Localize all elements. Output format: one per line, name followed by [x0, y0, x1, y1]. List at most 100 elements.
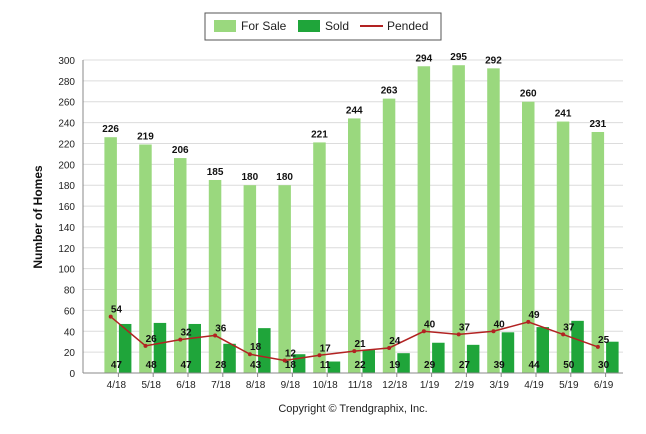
bar-for-sale	[278, 185, 291, 373]
y-tick-label: 0	[69, 369, 75, 380]
y-tick-label: 240	[58, 119, 75, 130]
legend-swatch-sold	[298, 20, 320, 32]
y-tick-label: 120	[58, 244, 75, 255]
y-tick-label: 40	[64, 327, 76, 338]
pended-point	[108, 314, 113, 319]
pended-point	[282, 358, 287, 363]
bar-sold	[536, 327, 549, 373]
y-tick-label: 140	[58, 223, 75, 234]
y-tick-label: 80	[64, 286, 76, 297]
pended-point	[247, 352, 252, 357]
x-tick-label: 6/18	[176, 380, 196, 391]
pended-point	[595, 344, 600, 349]
data-label-pended: 40	[494, 319, 506, 330]
x-tick-label: 1/19	[420, 380, 440, 391]
data-label-for-sale: 226	[102, 124, 119, 135]
pended-point	[317, 353, 322, 358]
pended-point	[421, 329, 426, 334]
legend-label-sold: Sold	[325, 19, 349, 33]
y-tick-label: 100	[58, 265, 75, 276]
data-label-sold: 39	[494, 360, 506, 371]
data-label-pended: 17	[320, 343, 332, 354]
bar-sold	[118, 323, 132, 373]
x-tick-label: 2/19	[455, 380, 475, 391]
bar-for-sale	[139, 144, 152, 373]
pended-point	[526, 319, 531, 324]
data-label-for-sale: 295	[450, 52, 467, 63]
data-label-sold: 29	[424, 360, 436, 371]
x-tick-label: 6/19	[594, 380, 614, 391]
legend-box	[204, 12, 442, 41]
data-label-for-sale: 206	[172, 145, 189, 156]
x-tick-label: 8/18	[246, 380, 266, 391]
legend-label-pended: Pended	[387, 19, 428, 33]
data-label-pended: 49	[528, 310, 540, 321]
y-tick-label: 180	[58, 181, 75, 192]
data-label-for-sale: 260	[520, 89, 537, 100]
bar-for-sale	[522, 101, 535, 373]
x-tick-label: 5/19	[559, 380, 579, 391]
data-label-pended: 36	[215, 323, 227, 334]
data-label-pended: 18	[250, 342, 262, 353]
bar-sold	[153, 322, 167, 373]
x-tick-label: 4/19	[524, 380, 544, 391]
data-label-pended: 24	[389, 336, 401, 347]
x-tick-label: 4/18	[107, 380, 127, 391]
x-tick-label: 5/18	[141, 380, 161, 391]
bar-sold	[258, 328, 271, 373]
bar-for-sale	[174, 158, 187, 373]
data-label-sold: 48	[146, 360, 158, 371]
bars	[104, 65, 619, 373]
pended-point	[352, 349, 357, 354]
bar-for-sale	[348, 118, 361, 373]
pended-point	[213, 333, 218, 338]
data-label-for-sale: 221	[311, 129, 328, 140]
legend: For Sale Sold Pended	[204, 12, 442, 41]
x-axis-ticks: 4/18 5/18 6/18 7/18 8/18 9/18 10/18 11/18 12/18 1…	[107, 373, 614, 391]
bar-sold	[466, 344, 480, 373]
bar-for-sale	[208, 179, 222, 373]
y-tick-label: 60	[64, 306, 76, 317]
pended-point	[561, 332, 566, 337]
data-label-pended: 12	[285, 348, 297, 359]
data-label-pended: 26	[146, 334, 158, 345]
legend-swatch-for-sale	[214, 20, 236, 32]
data-label-pended: 37	[563, 322, 575, 333]
data-label-sold: 11	[320, 360, 331, 371]
bar-sold	[223, 343, 236, 373]
data-label-pended: 25	[598, 335, 610, 346]
bar-for-sale	[417, 66, 431, 373]
data-label-pended: 54	[111, 305, 123, 316]
pended-point	[178, 337, 183, 342]
data-label-for-sale: 180	[276, 172, 293, 183]
pended-point	[387, 345, 392, 350]
data-label-for-sale: 241	[555, 109, 572, 120]
y-tick-label: 200	[58, 160, 75, 171]
bar-for-sale	[487, 68, 500, 373]
bar-sold	[362, 350, 375, 373]
bar-sold	[432, 342, 445, 373]
data-label-sold: 22	[354, 360, 366, 371]
bar-sold	[397, 353, 410, 373]
copyright-text: Copyright © Trendgraphix, Inc.	[278, 403, 427, 415]
axes	[82, 60, 623, 374]
data-label-sold: 27	[459, 360, 471, 371]
data-label-sold: 44	[528, 360, 540, 371]
x-tick-label: 9/18	[281, 380, 301, 391]
legend-label-for-sale: For Sale	[241, 19, 287, 33]
bar-for-sale	[243, 185, 257, 373]
data-label-for-sale: 185	[207, 167, 224, 178]
data-label-sold: 30	[598, 360, 610, 371]
data-label-sold: 43	[250, 360, 262, 371]
data-label-for-sale: 180	[242, 172, 259, 183]
x-tick-label: 11/18	[348, 380, 373, 391]
bar-sold	[571, 320, 584, 373]
bar-sold	[501, 332, 515, 373]
bar-for-sale	[591, 131, 605, 373]
x-tick-label: 12/18	[382, 380, 407, 391]
data-label-sold: 47	[180, 360, 192, 371]
data-label-sold: 18	[285, 360, 297, 371]
x-tick-label: 7/18	[211, 380, 231, 391]
